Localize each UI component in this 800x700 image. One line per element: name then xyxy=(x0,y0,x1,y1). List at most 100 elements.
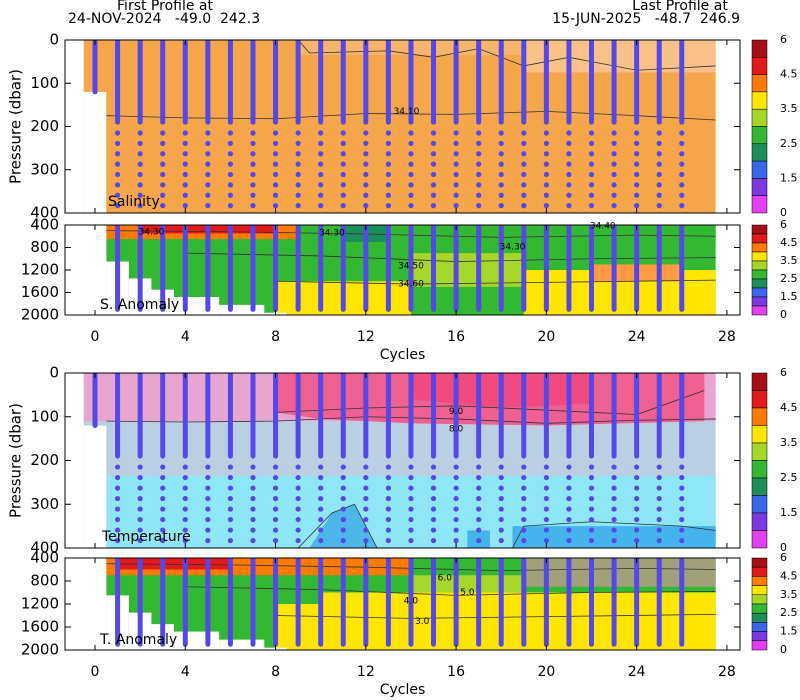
profile-point xyxy=(160,474,166,481)
profile-point xyxy=(114,182,121,188)
profile-point xyxy=(137,506,143,512)
profile-point xyxy=(430,140,437,146)
profile-point xyxy=(408,130,414,136)
field-patch xyxy=(320,592,716,650)
profile-point xyxy=(453,516,459,523)
colorbar-swatch xyxy=(751,178,768,196)
profile-point xyxy=(430,130,437,136)
profile-point xyxy=(476,537,482,544)
profile-point xyxy=(498,171,504,178)
profile-point xyxy=(272,130,279,136)
contour-label: 34.30 xyxy=(500,242,526,252)
profile-point xyxy=(250,464,256,470)
field-patch xyxy=(117,558,231,570)
colorbar-swatch xyxy=(751,296,768,307)
profile-point xyxy=(250,537,256,544)
profile-point xyxy=(205,203,211,209)
profile-point xyxy=(566,140,572,146)
profile-point xyxy=(679,506,685,512)
profile-point xyxy=(656,485,662,491)
colorbar-swatch xyxy=(751,512,768,531)
profile-point xyxy=(521,527,527,533)
profile-point xyxy=(363,151,369,157)
profile-point xyxy=(588,506,595,512)
profile-point xyxy=(566,537,572,544)
profile-point xyxy=(566,192,572,198)
field xyxy=(83,40,716,213)
profile-point xyxy=(318,485,324,491)
colorbar-swatch xyxy=(751,39,768,58)
profile-point xyxy=(634,151,640,157)
y-tick-label: 400 xyxy=(30,204,59,222)
profile-point xyxy=(182,192,188,198)
profile-point xyxy=(521,537,527,544)
colorbar-swatch xyxy=(751,195,768,214)
profile-point xyxy=(634,192,640,198)
y-tick-label: 300 xyxy=(30,495,59,513)
profile-point xyxy=(340,516,346,523)
panel-label: Salinity xyxy=(108,194,160,210)
profile-point xyxy=(160,192,166,198)
profile-point xyxy=(137,171,143,178)
profile-point xyxy=(272,527,279,533)
profile-point xyxy=(498,161,504,167)
colorbar-swatch xyxy=(751,557,768,568)
colorbar-label: 1.5 xyxy=(780,290,798,303)
profile-point xyxy=(182,464,188,470)
profile-point xyxy=(566,464,572,470)
profile-point xyxy=(160,130,166,136)
profile-point xyxy=(137,192,143,198)
field-patch xyxy=(83,425,107,548)
profile-point xyxy=(453,192,459,198)
profile-point xyxy=(205,192,211,198)
profile-point xyxy=(363,171,369,178)
contour-label: 5.0 xyxy=(460,588,475,598)
profile-point xyxy=(250,192,256,198)
profile-point xyxy=(114,171,121,178)
profile-point xyxy=(250,203,256,209)
colorbar-swatch xyxy=(751,442,768,461)
profile-point xyxy=(634,506,640,512)
profile-point xyxy=(295,537,301,544)
y-tick-label: 200 xyxy=(30,117,59,135)
profile-point xyxy=(137,161,143,167)
profile-point xyxy=(227,130,234,136)
x-tick-label: 24 xyxy=(628,664,646,680)
profile-point xyxy=(430,485,437,491)
profile-point xyxy=(114,495,121,502)
colorbar-swatch xyxy=(751,143,768,162)
colorbar-swatch xyxy=(751,126,768,145)
profile-point xyxy=(340,151,346,157)
profile-point xyxy=(588,495,595,502)
profile-point xyxy=(476,171,482,178)
profile-point xyxy=(295,506,301,512)
profile-point xyxy=(227,192,234,198)
profile-point xyxy=(566,171,572,178)
profile-point xyxy=(340,527,346,533)
profile-point xyxy=(588,161,595,167)
colorbar-swatch xyxy=(751,477,768,496)
colorbar-label: 4.5 xyxy=(780,68,798,81)
profile-point xyxy=(250,140,256,146)
profile-point xyxy=(611,516,617,523)
profile-point xyxy=(453,151,459,157)
profile-point xyxy=(205,516,211,523)
profile-point xyxy=(114,485,121,491)
profile-point xyxy=(250,161,256,167)
x-tick-label: 28 xyxy=(718,329,736,345)
profile-point xyxy=(137,140,143,146)
colorbar-swatch xyxy=(751,640,768,651)
x-tick-label: 20 xyxy=(537,664,555,680)
profile-point xyxy=(363,192,369,198)
profile-point xyxy=(363,516,369,523)
profile-point xyxy=(182,130,188,136)
profile-point xyxy=(679,140,685,146)
profile-point xyxy=(318,130,324,136)
profile-point xyxy=(182,537,188,544)
profile-point xyxy=(137,464,143,470)
profile-point xyxy=(408,485,414,491)
y-tick-label: 400 xyxy=(30,539,59,557)
profile-point xyxy=(408,527,414,533)
y-tick-label: 0 xyxy=(49,364,59,382)
profile-point xyxy=(430,495,437,502)
